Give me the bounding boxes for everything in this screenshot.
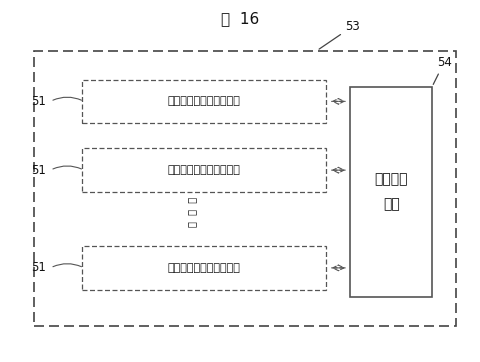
Text: 統合監視
手段: 統合監視 手段: [374, 172, 408, 211]
Text: ブレード点検システム２: ブレード点検システム２: [168, 165, 240, 175]
Text: 54: 54: [433, 56, 452, 84]
Text: 図  16: 図 16: [221, 11, 259, 26]
Bar: [34, 51, 456, 326]
Bar: [350, 87, 432, 297]
Text: 51: 51: [31, 164, 46, 177]
Text: 51: 51: [31, 261, 46, 274]
Bar: [82, 148, 326, 192]
Bar: [82, 246, 326, 290]
Text: ・  ・  ・: ・ ・ ・: [187, 197, 197, 227]
Bar: [82, 80, 326, 123]
Text: 51: 51: [31, 95, 46, 108]
Text: ブレード点検システムＮ: ブレード点検システムＮ: [168, 263, 240, 273]
Text: 53: 53: [319, 20, 360, 49]
Text: ブレード点検システム１: ブレード点検システム１: [168, 96, 240, 106]
